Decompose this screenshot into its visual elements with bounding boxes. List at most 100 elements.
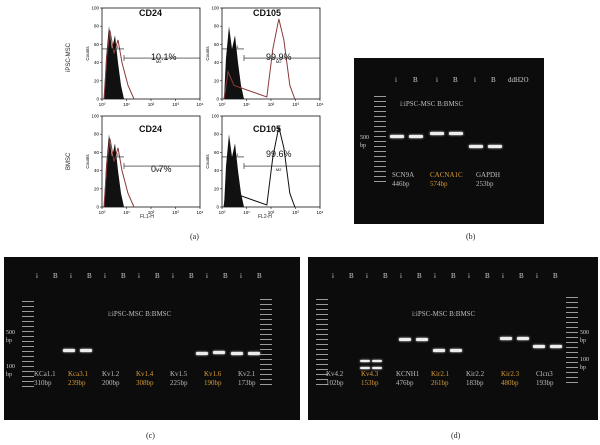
ladder-band bbox=[374, 116, 386, 117]
lane-label: i bbox=[172, 272, 174, 280]
lane-label: B bbox=[413, 76, 418, 84]
gene-label: Kv4.3 153bp bbox=[361, 370, 379, 387]
x-tick-label: 10² bbox=[268, 210, 275, 215]
lane-label: i bbox=[395, 76, 397, 84]
y-tick-label: 60 bbox=[214, 42, 220, 47]
gate-label-m1: M1 bbox=[233, 152, 239, 157]
y-tick-label: 80 bbox=[214, 132, 220, 137]
lane-label: i bbox=[474, 76, 476, 84]
caption-b: (b) bbox=[466, 232, 476, 241]
ladder-band bbox=[566, 302, 578, 303]
y-axis-label: Counts bbox=[85, 154, 90, 169]
ladder-band bbox=[22, 316, 34, 317]
ladder-band bbox=[22, 366, 34, 367]
gel-band bbox=[449, 132, 463, 135]
gate-label-m2: M2 bbox=[156, 59, 162, 64]
lane-label: B bbox=[223, 272, 228, 280]
flow-histograms-right: 0 20 40 60 80 100 10⁰ 10¹ 10² 10³ 10⁴ Counts M1 M2 0 20… bbox=[205, 6, 324, 216]
gene-label: Kv2.1 173bp bbox=[238, 370, 256, 387]
plot-title-cd24-top: CD24 bbox=[139, 8, 163, 18]
gene-label: KCa1.1 310bp bbox=[34, 370, 56, 387]
x-tick-label: 10³ bbox=[172, 102, 179, 107]
ladder-band bbox=[316, 364, 328, 365]
y-axis-label: Counts bbox=[85, 46, 90, 61]
gel-band bbox=[360, 367, 370, 369]
lane-label: B bbox=[491, 76, 496, 84]
gel-band bbox=[390, 135, 404, 138]
ladder-band bbox=[374, 136, 386, 137]
lane-label: B bbox=[453, 76, 458, 84]
gel-band bbox=[399, 338, 411, 341]
ladder-band bbox=[374, 131, 386, 132]
ladder-label-100: 100 bp bbox=[6, 364, 15, 378]
ladder-band bbox=[22, 306, 34, 307]
ladder-band bbox=[566, 317, 578, 318]
gel-band bbox=[196, 352, 208, 355]
percent-cd105-bottom: 99.6% bbox=[266, 149, 292, 159]
ladder-band bbox=[566, 362, 578, 363]
gel-band bbox=[550, 345, 562, 348]
ladder-band bbox=[374, 151, 386, 152]
gel-legend: i:iPSC-MSC B:BMSC bbox=[108, 310, 172, 318]
gene-label: KCNH1 476bp bbox=[396, 370, 420, 387]
y-tick-label: 100 bbox=[91, 6, 99, 11]
ladder-band bbox=[260, 374, 272, 375]
ladder-band bbox=[566, 377, 578, 378]
gel-band bbox=[450, 349, 462, 352]
x-tick-label: 10³ bbox=[292, 210, 299, 215]
gel-band bbox=[469, 145, 483, 148]
ladder-band bbox=[374, 181, 386, 182]
x-tick-label: 10⁴ bbox=[197, 102, 204, 107]
x-tick-label: 10¹ bbox=[243, 102, 250, 107]
flow-histograms: 0 20 40 60 80 100 10⁰ 10¹ 10² 10³ 10⁴ Counts M1 M2 0 20… bbox=[85, 6, 204, 216]
ladder-band bbox=[260, 359, 272, 360]
ladder-band bbox=[22, 376, 34, 377]
caption-c: (c) bbox=[146, 431, 155, 440]
ladder-label-500: 500 bp bbox=[6, 330, 15, 344]
control-histogram bbox=[224, 134, 244, 207]
ladder-band bbox=[260, 329, 272, 330]
gel-legend: i:iPSC-MSC B:BMSC bbox=[412, 310, 476, 318]
ladder-band bbox=[22, 351, 34, 352]
y-tick-label: 20 bbox=[214, 78, 220, 83]
ladder-band bbox=[260, 344, 272, 345]
ladder-band bbox=[22, 321, 34, 322]
y-tick-label: 100 bbox=[211, 6, 219, 11]
gel-band bbox=[533, 345, 545, 348]
ladder-band bbox=[22, 341, 34, 342]
ladder-band bbox=[374, 161, 386, 162]
ladder-band bbox=[316, 329, 328, 330]
gate-label-m1: M1 bbox=[113, 152, 119, 157]
y-tick-label: 40 bbox=[94, 60, 100, 65]
y-tick-label: 0 bbox=[96, 205, 99, 210]
gel-band bbox=[500, 337, 512, 340]
sample-histogram bbox=[103, 30, 135, 100]
ladder-band bbox=[566, 342, 578, 343]
x-axis-label-fl2: FL2-H bbox=[258, 214, 272, 220]
gel-band bbox=[372, 367, 382, 369]
lane-label: B bbox=[451, 272, 456, 280]
y-tick-label: 80 bbox=[214, 24, 220, 29]
y-tick-label: 100 bbox=[211, 114, 219, 119]
lane-label: i bbox=[332, 272, 334, 280]
lane-label: B bbox=[553, 272, 558, 280]
percent-cd24-top: 10.1% bbox=[151, 52, 177, 62]
lane-label: B bbox=[87, 272, 92, 280]
ladder-band bbox=[316, 304, 328, 305]
y-tick-label: 40 bbox=[94, 168, 100, 173]
x-tick-label: 10⁰ bbox=[219, 210, 226, 215]
ladder-band bbox=[260, 299, 272, 300]
lane-label: i bbox=[240, 272, 242, 280]
gel-band bbox=[360, 360, 370, 362]
x-tick-label: 10² bbox=[148, 210, 155, 215]
gene-label: Kca3.1 239bp bbox=[68, 370, 89, 387]
ladder-band bbox=[260, 354, 272, 355]
ladder-band bbox=[22, 301, 34, 302]
ladder-band bbox=[374, 101, 386, 102]
lane-label: i bbox=[138, 272, 140, 280]
y-tick-label: 60 bbox=[94, 42, 100, 47]
ladder-band bbox=[566, 352, 578, 353]
ladder-band bbox=[374, 171, 386, 172]
gel-band bbox=[416, 338, 428, 341]
